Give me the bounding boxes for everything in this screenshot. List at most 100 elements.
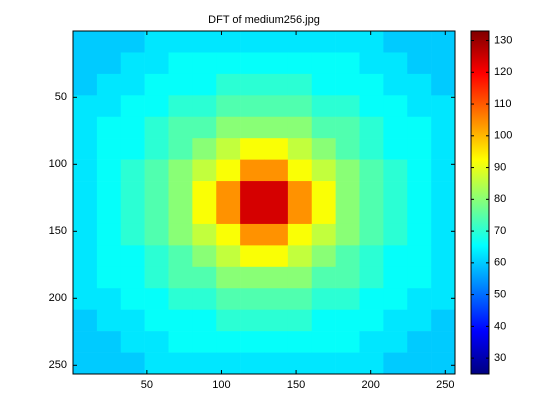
colorbar-tick-label: 90: [494, 161, 506, 173]
heatmap-cell: [73, 223, 98, 246]
heatmap-cell: [216, 202, 241, 225]
heatmap-cell: [407, 116, 432, 139]
heatmap-cell: [264, 52, 289, 75]
heatmap-cell: [311, 288, 336, 310]
heatmap-cell: [240, 138, 265, 160]
heatmap-cell: [168, 352, 193, 375]
heatmap-cell: [287, 159, 313, 182]
heatmap-cell: [383, 288, 408, 310]
heatmap-cell: [287, 309, 313, 332]
heatmap-cell: [264, 223, 289, 246]
heatmap-cell: [120, 266, 145, 289]
heatmap-cell: [431, 266, 456, 289]
heatmap-cell: [192, 202, 217, 225]
heatmap-cell: [96, 309, 122, 332]
heatmap-cell: [383, 352, 408, 375]
heatmap-cell: [335, 116, 360, 139]
heatmap-cell: [240, 95, 265, 118]
heatmap-cell: [335, 245, 360, 268]
heatmap-cell: [144, 52, 169, 75]
heatmap-cell: [216, 245, 241, 268]
heatmap-cell: [383, 116, 408, 139]
heatmap-cell: [192, 181, 217, 203]
heatmap-cell: [144, 116, 169, 139]
heatmap-cell: [73, 95, 98, 118]
heatmap-cell: [96, 138, 122, 160]
heatmap-cell: [287, 138, 313, 160]
heatmap-cell: [359, 309, 384, 332]
heatmap-cell: [335, 52, 360, 75]
heatmap-cell: [359, 181, 384, 203]
heatmap-cell: [383, 95, 408, 118]
heatmap-cell: [335, 159, 360, 182]
heatmap-cell: [216, 73, 241, 96]
heatmap-cell: [120, 52, 145, 75]
heatmap-cell: [192, 95, 217, 118]
heatmap-cell: [192, 223, 217, 246]
heatmap-cell: [287, 181, 313, 203]
heatmap-cell: [359, 73, 384, 96]
heatmap-cell: [383, 331, 408, 353]
heatmap-cell: [73, 331, 98, 353]
heatmap-cell: [120, 288, 145, 310]
heatmap-cell: [407, 288, 432, 310]
heatmap-cell: [264, 352, 289, 375]
heatmap-cell: [407, 95, 432, 118]
heatmap-cell: [73, 116, 98, 139]
heatmap-cell: [407, 202, 432, 225]
heatmap-cell: [431, 202, 456, 225]
heatmap-cell: [144, 31, 169, 53]
heatmap-cell: [96, 223, 122, 246]
heatmap-cell: [96, 331, 122, 353]
heatmap-cell: [407, 159, 432, 182]
heatmap-cell: [407, 309, 432, 332]
heatmap-cell: [287, 95, 313, 118]
heatmap-cell: [335, 223, 360, 246]
heatmap-cell: [359, 138, 384, 160]
heatmap-cell: [120, 352, 145, 375]
heatmap-cell: [73, 202, 98, 225]
heatmap-cell: [335, 202, 360, 225]
heatmap-cell: [120, 309, 145, 332]
heatmap-cell: [240, 159, 265, 182]
heatmap-cell: [120, 138, 145, 160]
y-tick-label: 50: [55, 91, 67, 103]
heatmap-cell: [144, 159, 169, 182]
heatmap-cell: [144, 223, 169, 246]
heatmap-cell: [383, 245, 408, 268]
heatmap-cell: [264, 73, 289, 96]
colorbar-tick-label: 60: [494, 257, 506, 269]
heatmap-cell: [359, 31, 384, 53]
heatmap-cell: [73, 31, 98, 53]
heatmap-cell: [287, 352, 313, 375]
heatmap-cell: [311, 31, 336, 53]
heatmap-cell: [216, 309, 241, 332]
heatmap-cell: [431, 116, 456, 139]
heatmap-cell: [216, 31, 241, 53]
heatmap-cell: [335, 138, 360, 160]
heatmap-cell: [192, 31, 217, 53]
heatmap-cell: [96, 116, 122, 139]
heatmap-cell: [120, 116, 145, 139]
colorbar: [470, 30, 490, 375]
heatmap-cell: [359, 288, 384, 310]
heatmap-cell: [311, 138, 336, 160]
heatmap-cell: [407, 31, 432, 53]
heatmap-cell: [264, 95, 289, 118]
heatmap-cell: [287, 331, 313, 353]
y-tick-label: 100: [49, 158, 67, 170]
heatmap-cell: [120, 159, 145, 182]
heatmap-cell: [168, 95, 193, 118]
heatmap-cell: [192, 288, 217, 310]
heatmap-cell: [335, 309, 360, 332]
heatmap-cell: [216, 181, 241, 203]
heatmap-cell: [96, 159, 122, 182]
heatmap-cell: [96, 352, 122, 375]
heatmap-cell: [240, 352, 265, 375]
heatmap-cell: [407, 331, 432, 353]
heatmap-cell: [240, 52, 265, 75]
heatmap-cell: [264, 266, 289, 289]
heatmap-cell: [216, 95, 241, 118]
heatmap-cell: [96, 245, 122, 268]
